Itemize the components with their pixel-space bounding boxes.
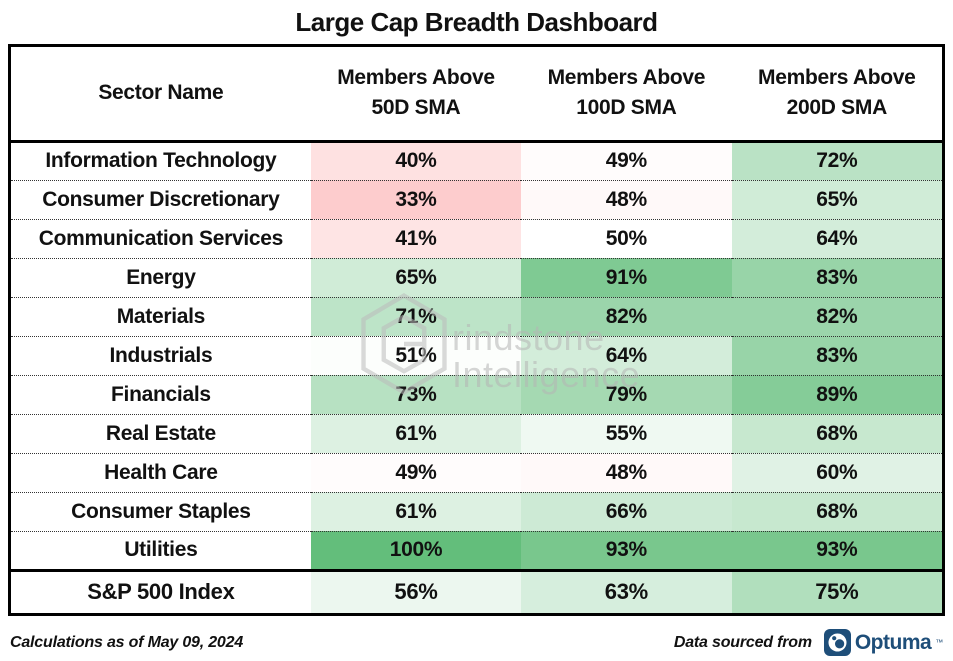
value-cell: 51% xyxy=(310,336,522,376)
table-row: Health Care 49% 48% 60% xyxy=(11,453,942,493)
table-row: Utilities 100% 93% 93% xyxy=(11,531,942,570)
value-cell: 48% xyxy=(521,453,732,493)
table-row: Consumer Staples 61% 66% 68% xyxy=(11,492,942,532)
value-cell: 68% xyxy=(731,414,942,454)
value-cell: 49% xyxy=(310,453,522,493)
value-cell: 89% xyxy=(731,375,942,415)
value-cell: 68% xyxy=(731,492,942,532)
sector-name-cell: Financials xyxy=(11,375,311,415)
value-cell: 65% xyxy=(310,258,522,298)
value-cell: 41% xyxy=(310,219,522,259)
value-cell: 82% xyxy=(731,297,942,337)
value-cell: 82% xyxy=(521,297,732,337)
col-header-sector-name: Sector Name xyxy=(11,47,311,143)
sector-name-cell: Utilities xyxy=(124,538,198,561)
optuma-logo: Optuma ™ xyxy=(823,629,943,656)
table-row: Industrials 51% 64% 83% xyxy=(11,336,942,376)
value-cell: 65% xyxy=(731,180,942,220)
col-header-100d-sma: Members Above 100D SMA xyxy=(521,47,732,143)
value-cell: 33% xyxy=(310,180,522,220)
value-cell: 93% xyxy=(521,531,732,570)
value-cell: 64% xyxy=(731,219,942,259)
header-row: Sector Name Members Above 50D SMA Member… xyxy=(11,47,942,143)
col-header-line1: Members Above xyxy=(758,65,916,89)
value-cell: 83% xyxy=(731,258,942,298)
table-row: Financials 73% 79% 89% xyxy=(11,375,942,415)
sector-breadth-table: Sector Name Members Above 50D SMA Member… xyxy=(11,47,942,613)
value-cell: 40% xyxy=(310,141,522,181)
sector-name-cell: Health Care xyxy=(11,453,311,493)
value-cell: 61% xyxy=(310,414,522,454)
col-header-50d-sma: Members Above 50D SMA xyxy=(310,47,522,143)
col-header-line1: Members Above xyxy=(547,65,706,89)
value-cell: 48% xyxy=(521,180,732,220)
col-header-line2: 100D SMA xyxy=(576,96,677,120)
sector-name-cell: Materials xyxy=(11,297,311,337)
summary-value-cell: 56% xyxy=(310,568,522,613)
value-cell: 72% xyxy=(731,141,942,181)
col-header-line2: 50D SMA xyxy=(371,96,461,120)
table-row: Consumer Discretionary 33% 48% 65% xyxy=(11,180,942,220)
optuma-trademark: ™ xyxy=(935,638,943,647)
sector-name-cell: Industrials xyxy=(11,336,311,376)
value-cell: 60% xyxy=(731,453,942,493)
table-row: Information Technology 40% 49% 72% xyxy=(11,141,942,181)
breadth-table: Sector Name Members Above 50D SMA Member… xyxy=(8,44,945,616)
calculations-date-label: Calculations as of May 09, 2024 xyxy=(10,633,244,651)
optuma-logo-text: Optuma xyxy=(854,630,932,654)
table-row: Materials 71% 82% 82% xyxy=(11,297,942,337)
value-cell: 91% xyxy=(521,258,732,298)
value-cell: 73% xyxy=(310,375,522,415)
data-source-label: Data sourced from xyxy=(673,633,812,651)
summary-row-label: S&P 500 Index xyxy=(11,568,311,613)
col-header-200d-sma: Members Above 200D SMA xyxy=(731,47,942,143)
sector-name-cell: Information Technology xyxy=(11,141,311,181)
summary-row: S&P 500 Index 56% 63% 75% xyxy=(11,568,942,613)
col-header-line1: Members Above xyxy=(337,65,495,89)
summary-value-cell: 63% xyxy=(521,568,732,613)
sector-name-cell: Consumer Staples xyxy=(11,492,311,532)
data-source: Data sourced from Optuma ™ xyxy=(674,629,943,656)
page-title: Large Cap Breadth Dashboard xyxy=(295,7,658,37)
sector-name-cell: Communication Services xyxy=(11,219,311,259)
sector-name-cell: Consumer Discretionary xyxy=(11,180,311,220)
value-cell: 71% xyxy=(310,297,522,337)
value-cell: 50% xyxy=(521,219,732,259)
summary-value-cell: 75% xyxy=(731,568,942,613)
table-row: Real Estate 61% 55% 68% xyxy=(11,414,942,454)
value-cell: 93% xyxy=(731,531,942,570)
value-cell: 79% xyxy=(521,375,732,415)
col-header-line2: 200D SMA xyxy=(786,96,888,120)
value-cell: 64% xyxy=(521,336,732,376)
value-cell: 66% xyxy=(521,492,732,532)
table-row: Communication Services 41% 50% 64% xyxy=(11,219,942,259)
value-cell: 61% xyxy=(310,492,522,532)
value-cell: 49% xyxy=(521,141,732,181)
optuma-logo-icon xyxy=(823,629,851,656)
sector-name-cell: Energy xyxy=(11,258,311,298)
footer: Calculations as of May 09, 2024 Data sou… xyxy=(10,629,943,656)
value-cell: 55% xyxy=(521,414,732,454)
value-cell: 100% xyxy=(310,531,522,570)
col-header-label: Sector Name xyxy=(98,81,224,105)
sector-name-cell: Real Estate xyxy=(11,414,311,454)
table-row: Energy 65% 91% 83% xyxy=(11,258,942,298)
value-cell: 83% xyxy=(731,336,942,376)
